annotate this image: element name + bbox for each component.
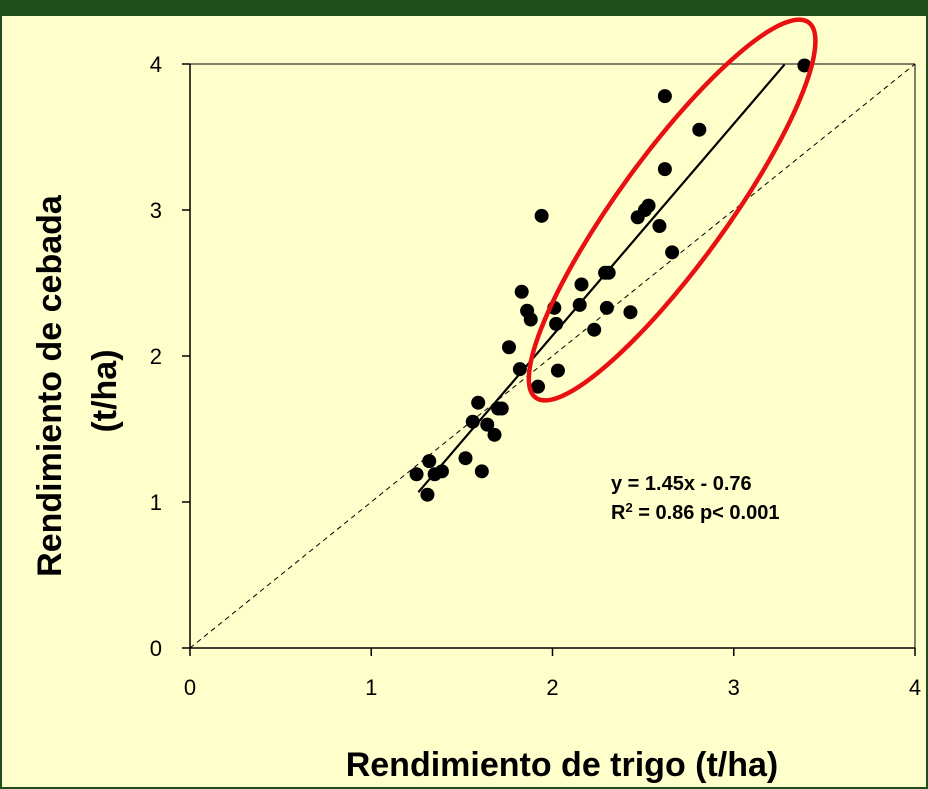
- data-point: [487, 427, 502, 442]
- data-point: [572, 297, 587, 312]
- reference-line-group: [189, 63, 916, 649]
- y-axis-title-line2: (t/ha): [86, 349, 124, 432]
- data-point: [657, 162, 672, 177]
- data-point: [474, 464, 489, 479]
- data-point: [502, 340, 516, 355]
- data-point: [534, 208, 549, 223]
- r2-label: R2 = 0.86 p< 0.001: [611, 500, 779, 525]
- data-point: [523, 312, 538, 327]
- data-point: [514, 284, 529, 299]
- chart-frame: 0 1 2 3 4 0 1 2 3 4 y = 1.45x - 0.76 R2 = 0.86 p…: [2, 16, 926, 787]
- data-point: [422, 454, 437, 469]
- data-point: [652, 219, 667, 234]
- x-ticks: 0 1 2 3 4: [184, 648, 921, 700]
- data-point: [587, 322, 602, 337]
- data-point: [480, 417, 495, 432]
- data-point: [657, 89, 672, 104]
- y-tick-label: 2: [150, 344, 162, 369]
- data-point: [641, 198, 656, 213]
- data-point: [471, 395, 486, 410]
- scatter-chart: 0 1 2 3 4 0 1 2 3 4 y = 1.45x - 0.76 R2 = 0.86 p…: [31, 17, 921, 784]
- data-point: [409, 467, 424, 482]
- data-point: [665, 245, 680, 260]
- data-point: [531, 379, 545, 394]
- data-point: [692, 122, 707, 137]
- data-point: [797, 58, 812, 73]
- highlight-group: [526, 17, 818, 403]
- data-point: [623, 305, 638, 320]
- equation-label: y = 1.45x - 0.76: [611, 473, 752, 495]
- y-axis-title-line1: Rendimiento de cebada: [31, 194, 69, 577]
- highlight-ellipse: [526, 17, 818, 403]
- y-tick-label: 4: [150, 52, 162, 77]
- y-tick-label: 0: [150, 636, 162, 661]
- data-point: [434, 464, 449, 479]
- data-point: [599, 300, 614, 315]
- y-tick-label: 3: [150, 198, 162, 223]
- x-axis-title: Rendimiento de trigo (t/ha): [346, 746, 779, 784]
- y-tick-label: 1: [150, 490, 162, 515]
- x-tick-label: 1: [365, 675, 377, 700]
- data-point: [494, 401, 509, 416]
- data-point: [550, 363, 565, 378]
- data-points: [409, 58, 812, 502]
- data-point: [512, 362, 527, 377]
- data-point: [601, 265, 616, 280]
- x-tick-label: 2: [546, 675, 558, 700]
- y-ticks: 0 1 2 3 4: [150, 52, 190, 661]
- x-tick-label: 4: [909, 675, 921, 700]
- data-point: [458, 451, 473, 466]
- one-to-one-line: [189, 63, 916, 649]
- data-point: [549, 316, 564, 331]
- data-point: [420, 487, 435, 502]
- x-tick-label: 3: [728, 675, 740, 700]
- x-tick-label: 0: [184, 675, 196, 700]
- data-point: [574, 277, 589, 292]
- data-point: [465, 414, 480, 429]
